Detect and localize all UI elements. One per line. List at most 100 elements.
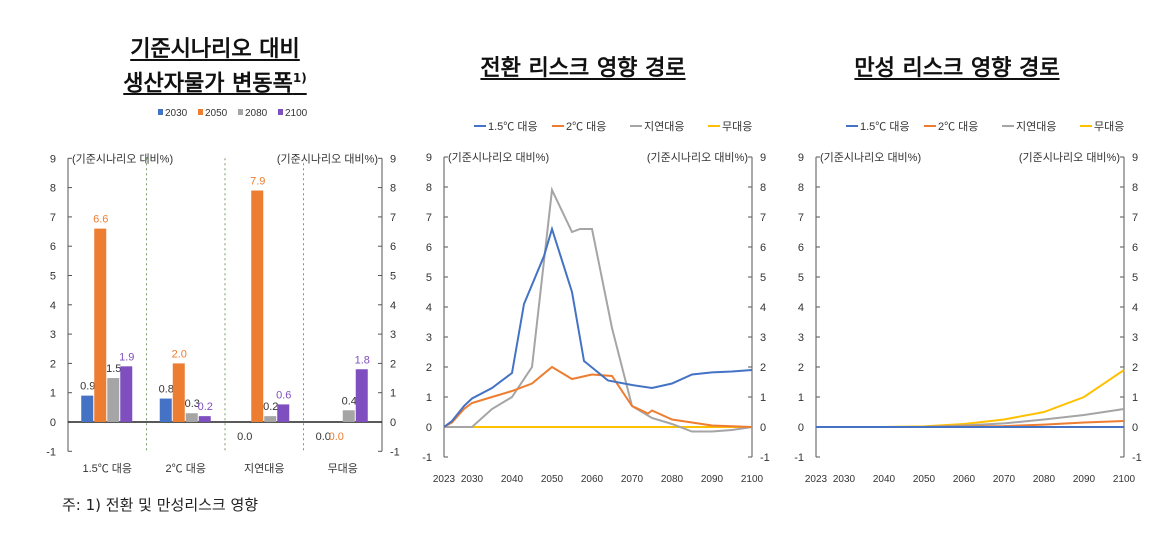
bar-2080 — [264, 416, 277, 422]
right-chart-title: 만성 리스크 영향 경로 — [854, 56, 1060, 81]
chronic-chart-xtick: 2040 — [873, 474, 896, 485]
bar-chart-ytick-right: 5 — [390, 271, 396, 283]
chronic-chart-xtick: 2090 — [1073, 474, 1096, 485]
transition-chart-ytick-right: 1 — [760, 392, 766, 404]
transition-chart-legend-label: 2℃ 대응 — [566, 120, 606, 133]
chronic-chart-ytick-left: 0 — [798, 422, 804, 434]
chronic-chart-xtick: 2060 — [953, 474, 976, 485]
transition-chart-ytick-left: 5 — [426, 272, 432, 284]
category-label: 무대응 — [328, 462, 358, 475]
chronic-chart-ytick-left: 1 — [798, 392, 804, 404]
transition-chart-ytick-left: -1 — [422, 452, 432, 464]
transition-chart-ytick-right: 4 — [760, 302, 766, 314]
bar-chart-ytick-left: 9 — [50, 153, 56, 165]
data-label-2080: 0.3 — [185, 398, 200, 410]
chronic-chart-xtick: 2050 — [913, 474, 936, 485]
chronic-chart-ytick-left: 5 — [798, 272, 804, 284]
chronic-chart-ylabel-right: (기준시나리오 대비%) — [1019, 151, 1120, 164]
chronic-chart-ytick-right: 9 — [1132, 152, 1138, 164]
bar-2050 — [94, 228, 107, 422]
data-label-2030: 0.9 — [80, 381, 95, 393]
legend-swatch-2080 — [238, 109, 243, 115]
legend-label-2030: 2030 — [165, 108, 188, 119]
chronic-chart-series-line — [816, 369, 1125, 428]
transition-chart-ytick-left: 6 — [426, 242, 432, 254]
bar-2100 — [277, 404, 290, 422]
bar-2030 — [159, 398, 172, 422]
category-label: 1.5℃ 대응 — [82, 462, 132, 475]
transition-chart-series-line — [443, 225, 753, 428]
chronic-chart-legend-label: 지연대응 — [1016, 120, 1056, 133]
bar-2030 — [81, 395, 94, 422]
chronic-chart-ytick-right: 5 — [1132, 272, 1138, 284]
legend-swatch-2030 — [158, 109, 163, 115]
transition-chart-ytick-left: 2 — [426, 362, 432, 374]
transition-chart-ytick-right: 8 — [760, 182, 766, 194]
legend-label-2050: 2050 — [205, 108, 228, 119]
chronic-chart-ytick-left: 2 — [798, 362, 804, 374]
bar-2080 — [107, 378, 120, 422]
transition-chart-ylabel-right: (기준시나리오 대비%) — [647, 151, 748, 164]
footnote: 주: 1) 전환 및 만성리스크 영향 — [62, 496, 259, 514]
bar-2050 — [172, 363, 185, 422]
data-label-2050: 0.0 — [329, 431, 344, 443]
transition-chart-ytick-left: 3 — [426, 332, 432, 344]
bar-chart-ytick-right: 2 — [390, 358, 396, 370]
chronic-chart-xtick: 2080 — [1033, 474, 1056, 485]
transition-chart-ytick-left: 7 — [426, 212, 432, 224]
data-label-2050: 6.6 — [93, 214, 108, 226]
bar-chart-ytick-right: 9 — [390, 153, 396, 165]
transition-chart-ytick-left: 9 — [426, 152, 432, 164]
transition-chart-ytick-right: 5 — [760, 272, 766, 284]
bar-chart-ytick-left: 2 — [50, 358, 56, 370]
transition-chart-xtick: 2100 — [741, 474, 764, 485]
transition-chart-ytick-right: 6 — [760, 242, 766, 254]
transition-chart-ytick-left: 0 — [426, 422, 432, 434]
middle-chart-title: 전환 리스크 영향 경로 — [480, 56, 686, 81]
transition-chart-ytick-right: 0 — [760, 422, 766, 434]
bar-2050 — [251, 190, 264, 422]
bar-chart-ytick-left: 3 — [50, 329, 56, 341]
transition-chart-ytick-left: 4 — [426, 302, 432, 314]
transition-chart-legend-label: 지연대응 — [644, 120, 684, 133]
bar-chart-ytick-left: 4 — [50, 300, 56, 312]
bar-chart-ytick-left: -1 — [46, 446, 56, 458]
chronic-chart-xtick: 2070 — [993, 474, 1016, 485]
legend-label-2100: 2100 — [285, 108, 308, 119]
bar-2080 — [342, 410, 355, 422]
data-label-2100: 0.2 — [198, 401, 213, 413]
chronic-chart-ytick-right: 1 — [1132, 392, 1138, 404]
chronic-chart-ytick-left: 4 — [798, 302, 804, 314]
data-label-2050: 7.9 — [250, 176, 265, 188]
chronic-chart-ytick-right: 3 — [1132, 332, 1138, 344]
bar-2100 — [198, 416, 211, 422]
chronic-chart-ytick-left: 9 — [798, 152, 804, 164]
chronic-chart-ytick-right: 7 — [1132, 212, 1138, 224]
chronic-chart-series-line — [816, 408, 1125, 428]
data-label-2100: 0.6 — [276, 389, 291, 401]
left-title-line1: 기준시나리오 대비 — [130, 37, 300, 62]
transition-chart-xtick: 2023 — [433, 474, 456, 485]
left-title-line2: 생산자물가 변동폭 — [123, 71, 293, 97]
bar-2100 — [120, 366, 133, 422]
legend-swatch-2050 — [198, 109, 203, 115]
chronic-chart-legend-label: 1.5℃ 대응 — [860, 120, 910, 133]
bar-chart-ytick-right: -1 — [390, 446, 400, 458]
transition-chart-ytick-right: 9 — [760, 152, 766, 164]
bar-chart-ytick-right: 8 — [390, 183, 396, 195]
chronic-chart-ytick-left: -1 — [794, 452, 804, 464]
chronic-chart-ytick-left: 7 — [798, 212, 804, 224]
legend-swatch-2100 — [278, 109, 283, 115]
transition-chart-xtick: 2030 — [461, 474, 484, 485]
transition-chart-ytick-right: 7 — [760, 212, 766, 224]
bar-chart-ytick-right: 6 — [390, 241, 396, 253]
transition-chart-ytick-right: 3 — [760, 332, 766, 344]
bar-chart-ytick-right: 1 — [390, 388, 396, 400]
data-label-2050: 2.0 — [172, 348, 187, 360]
chronic-chart-xtick: 2023 — [805, 474, 828, 485]
chronic-chart-ytick-right: 2 — [1132, 362, 1138, 374]
transition-chart-ytick-left: 1 — [426, 392, 432, 404]
legend-label-2080: 2080 — [245, 108, 268, 119]
bar-2100 — [355, 369, 368, 422]
